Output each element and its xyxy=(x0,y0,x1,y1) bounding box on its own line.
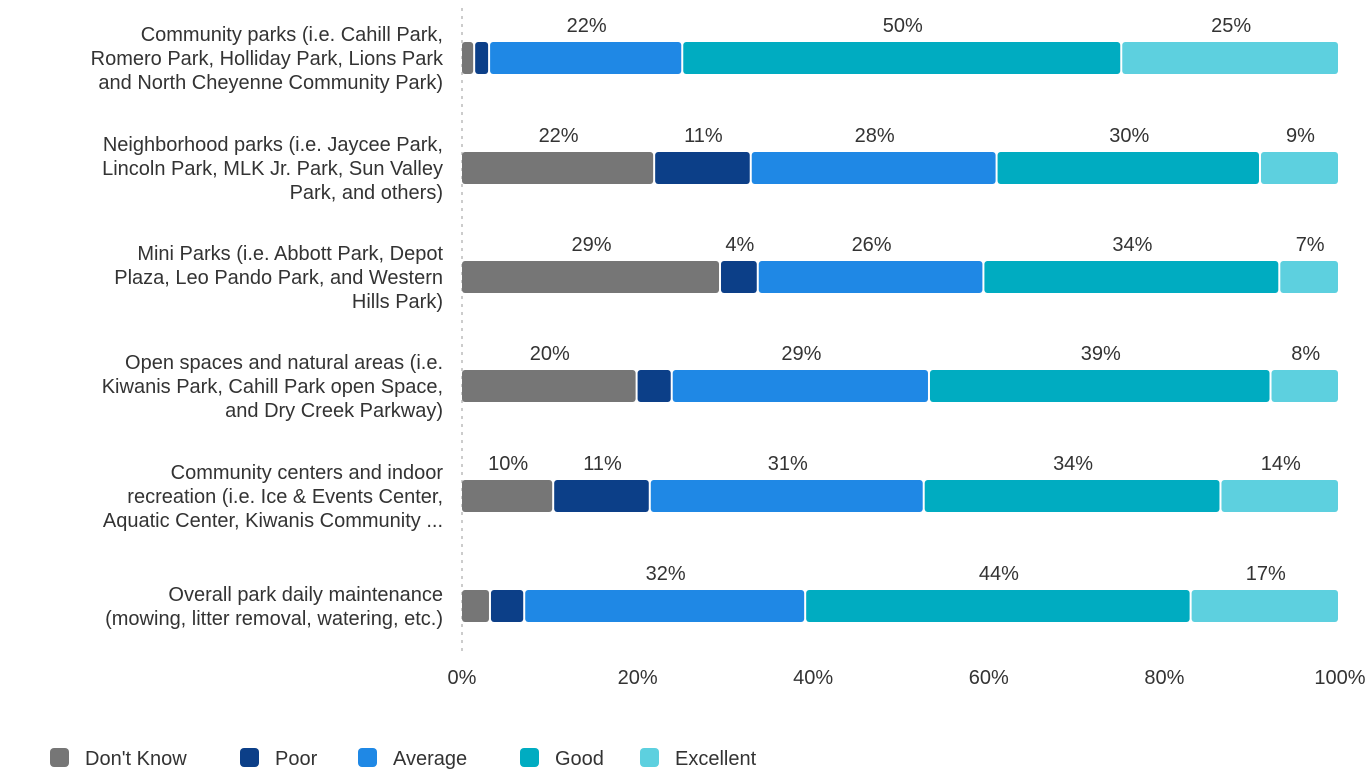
category-label: Mini Parks (i.e. Abbott Park, Depot xyxy=(137,243,443,265)
data-label-group: 22% 50% 25% 22% 11% 28% 30% 9% 29% 4% 26% 34% 7% 20% 2… xyxy=(488,15,1325,585)
data-label: 34% xyxy=(1112,234,1152,256)
category-label: Community parks (i.e. Cahill Park, xyxy=(141,24,443,46)
legend: Don't Know Poor Average Good Excellent xyxy=(50,748,757,770)
category-label: Romero Park, Holliday Park, Lions Park xyxy=(91,48,444,70)
category-label: Kiwanis Park, Cahill Park open Space, xyxy=(102,376,443,398)
data-label: 29% xyxy=(571,234,611,256)
x-tick-label: 40% xyxy=(793,667,833,689)
category-label: Park, and others) xyxy=(290,182,443,204)
legend-swatch-average xyxy=(358,748,377,767)
bar-average-1 xyxy=(751,152,996,184)
x-tick-label: 0% xyxy=(448,667,477,689)
data-label: 22% xyxy=(567,15,607,37)
legend-label: Excellent xyxy=(675,748,757,770)
data-label: 34% xyxy=(1053,453,1093,475)
bar-good-3 xyxy=(929,370,1270,402)
legend-label: Average xyxy=(393,748,467,770)
legend-swatch-poor xyxy=(240,748,259,767)
data-label: 26% xyxy=(852,234,892,256)
legend-swatch-good xyxy=(520,748,539,767)
bar-good-0 xyxy=(683,42,1121,74)
bar-excellent-0 xyxy=(1122,42,1338,74)
category-label: and North Cheyenne Community Park) xyxy=(98,72,443,94)
data-label: 20% xyxy=(530,343,570,365)
category-label: Open spaces and natural areas (i.e. xyxy=(125,352,443,374)
bar-poor-4 xyxy=(554,480,649,512)
bar-average-5 xyxy=(525,590,805,622)
data-label: 14% xyxy=(1261,453,1301,475)
data-label: 28% xyxy=(855,125,895,147)
bar-excellent-5 xyxy=(1191,590,1338,622)
data-label: 30% xyxy=(1109,125,1149,147)
category-label: recreation (i.e. Ice & Events Center, xyxy=(127,486,443,508)
data-label: 25% xyxy=(1211,15,1251,37)
data-label: 32% xyxy=(646,563,686,585)
bar-group xyxy=(462,42,1338,622)
data-label: 29% xyxy=(781,343,821,365)
bar-poor-5 xyxy=(490,590,524,622)
category-label: Overall park daily maintenance xyxy=(168,584,443,606)
bar-average-4 xyxy=(650,480,923,512)
bar-excellent-2 xyxy=(1280,261,1338,293)
data-label: 44% xyxy=(979,563,1019,585)
data-label: 4% xyxy=(725,234,754,256)
data-label: 9% xyxy=(1286,125,1315,147)
legend-swatch-excellent xyxy=(640,748,659,767)
data-label: 31% xyxy=(768,453,808,475)
bar-poor-0 xyxy=(475,42,489,74)
bar-good-2 xyxy=(984,261,1279,293)
bar-excellent-1 xyxy=(1260,152,1338,184)
category-label: Aquatic Center, Kiwanis Community ... xyxy=(103,510,443,532)
x-tick-label-group: 0% 20% 40% 60% 80% 100% xyxy=(448,667,1366,689)
category-label: and Dry Creek Parkway) xyxy=(225,400,443,422)
bar-don-t-know-0 xyxy=(462,42,474,74)
data-label: 7% xyxy=(1296,234,1325,256)
bar-average-0 xyxy=(490,42,682,74)
bar-poor-2 xyxy=(721,261,757,293)
bar-don-t-know-1 xyxy=(462,152,654,184)
bar-good-5 xyxy=(806,590,1190,622)
bar-don-t-know-5 xyxy=(462,590,489,622)
legend-label: Poor xyxy=(275,748,318,770)
legend-label: Good xyxy=(555,748,604,770)
category-label: Lincoln Park, MLK Jr. Park, Sun Valley xyxy=(102,158,443,180)
category-label: Community centers and indoor xyxy=(171,462,444,484)
category-label: Neighborhood parks (i.e. Jaycee Park, xyxy=(103,134,443,156)
bar-good-4 xyxy=(924,480,1220,512)
data-label: 50% xyxy=(883,15,923,37)
bar-poor-1 xyxy=(655,152,750,184)
bar-poor-3 xyxy=(637,370,671,402)
bar-don-t-know-3 xyxy=(462,370,636,402)
data-label: 39% xyxy=(1081,343,1121,365)
data-label: 8% xyxy=(1291,343,1320,365)
category-label: (mowing, litter removal, watering, etc.) xyxy=(105,608,443,630)
category-label: Plaza, Leo Pando Park, and Western xyxy=(114,267,443,289)
bar-don-t-know-2 xyxy=(462,261,720,293)
bar-average-2 xyxy=(758,261,983,293)
bar-average-3 xyxy=(672,370,928,402)
bar-don-t-know-4 xyxy=(462,480,553,512)
x-tick-label: 80% xyxy=(1144,667,1184,689)
data-label: 22% xyxy=(539,125,579,147)
data-label: 11% xyxy=(684,125,723,147)
data-label: 11% xyxy=(583,453,622,475)
data-label: 10% xyxy=(488,453,528,475)
x-tick-label: 20% xyxy=(618,667,658,689)
x-tick-label: 100% xyxy=(1314,667,1365,689)
bar-good-1 xyxy=(997,152,1259,184)
x-tick-label: 60% xyxy=(969,667,1009,689)
bar-excellent-4 xyxy=(1221,480,1338,512)
legend-swatch-don-t-know xyxy=(50,748,69,767)
data-label: 17% xyxy=(1246,563,1286,585)
category-label: Hills Park) xyxy=(352,291,443,313)
bar-excellent-3 xyxy=(1271,370,1338,402)
category-label-group: Community parks (i.e. Cahill Park,Romero… xyxy=(91,24,444,630)
legend-label: Don't Know xyxy=(85,748,187,770)
